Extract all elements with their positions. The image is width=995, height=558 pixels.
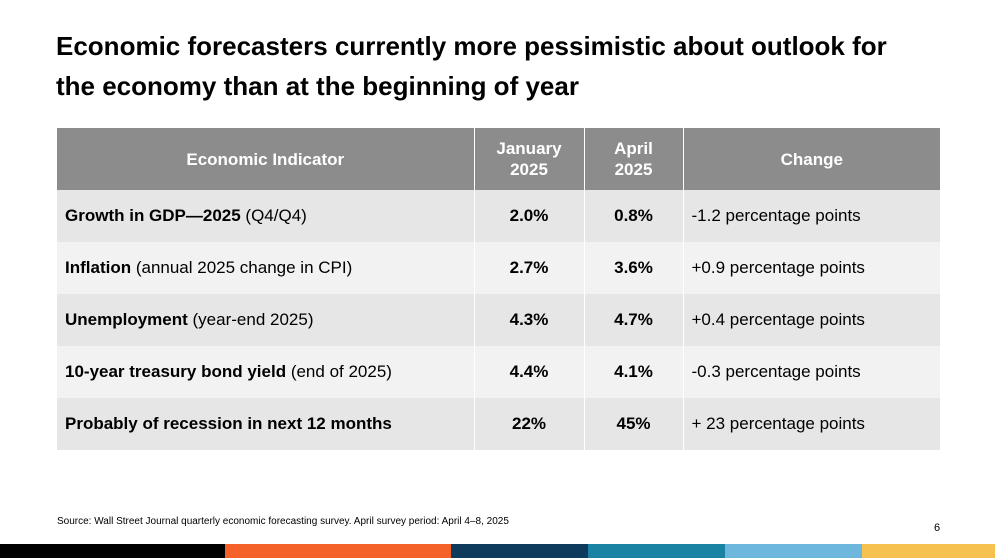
table-row-recession: Probably of recession in next 12 months … (57, 398, 940, 450)
april-value: 3.6% (584, 242, 684, 294)
header-economic-indicator: Economic Indicator (57, 128, 475, 190)
april-value: 45% (584, 398, 684, 450)
january-value: 22% (474, 398, 585, 450)
table-row-unemployment: Unemployment (year-end 2025) 4.3% 4.7% +… (57, 294, 940, 346)
january-value: 4.3% (474, 294, 585, 346)
header-january-2025: January 2025 (474, 128, 585, 190)
january-value: 2.7% (474, 242, 585, 294)
bar-segment-navy (451, 544, 588, 558)
bottom-color-bar (0, 544, 995, 558)
bar-segment-light-blue (725, 544, 862, 558)
indicator-name: Unemployment (65, 310, 188, 329)
economic-indicators-table: Economic Indicator January 2025 April 20… (57, 128, 940, 450)
april-value: 4.1% (584, 346, 684, 398)
change-value: + 23 percentage points (683, 398, 940, 450)
change-value: -0.3 percentage points (683, 346, 940, 398)
slide-title: Economic forecasters currently more pess… (56, 26, 956, 106)
header-january-label: January (496, 139, 562, 158)
indicator-detail: (end of 2025) (286, 362, 392, 381)
header-april-label: April (614, 139, 653, 158)
indicator-name: 10-year treasury bond yield (65, 362, 287, 381)
header-april-year: 2025 (614, 160, 653, 179)
indicator-cell: Inflation (annual 2025 change in CPI) (57, 242, 475, 294)
table-row-treasury-yield: 10-year treasury bond yield (end of 2025… (57, 346, 940, 398)
slide-title-line-1: Economic forecasters currently more pess… (56, 31, 887, 61)
indicator-cell: Probably of recession in next 12 months (57, 398, 475, 450)
january-value: 4.4% (474, 346, 585, 398)
change-value: -1.2 percentage points (683, 190, 940, 242)
bar-segment-orange (225, 544, 451, 558)
bar-segment-yellow (862, 544, 995, 558)
change-value: +0.4 percentage points (683, 294, 940, 346)
indicator-cell: 10-year treasury bond yield (end of 2025… (57, 346, 475, 398)
indicator-name: Probably of recession in next 12 months (65, 414, 392, 433)
april-value: 0.8% (584, 190, 684, 242)
change-value: +0.9 percentage points (683, 242, 940, 294)
page-number: 6 (934, 522, 941, 534)
indicator-detail: (annual 2025 change in CPI) (131, 258, 353, 277)
indicator-name: Inflation (65, 258, 132, 277)
april-value: 4.7% (584, 294, 684, 346)
header-january-year: 2025 (510, 160, 548, 179)
table-row-inflation: Inflation (annual 2025 change in CPI) 2.… (57, 242, 940, 294)
bar-segment-teal (588, 544, 725, 558)
indicator-name: Growth in GDP—2025 (65, 206, 241, 225)
indicator-cell: Unemployment (year-end 2025) (57, 294, 475, 346)
slide-title-line-2: the economy than at the beginning of yea… (56, 71, 579, 101)
table-header-row: Economic Indicator January 2025 April 20… (57, 128, 940, 190)
header-april-2025: April 2025 (584, 128, 684, 190)
table-row-gdp: Growth in GDP—2025 (Q4/Q4) 2.0% 0.8% -1.… (57, 190, 940, 242)
header-change: Change (683, 128, 940, 190)
indicator-cell: Growth in GDP—2025 (Q4/Q4) (57, 190, 475, 242)
indicator-detail: (year-end 2025) (187, 310, 314, 329)
source-note: Source: Wall Street Journal quarterly ec… (57, 516, 509, 527)
bar-segment-black (0, 544, 225, 558)
indicator-detail: (Q4/Q4) (240, 206, 307, 225)
january-value: 2.0% (474, 190, 585, 242)
